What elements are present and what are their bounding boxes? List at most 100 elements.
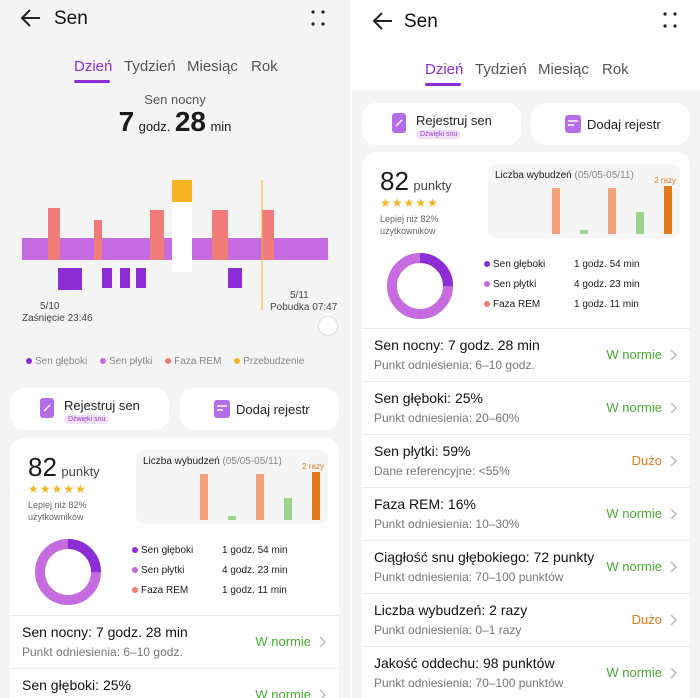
score-unit: punkty [413, 178, 452, 193]
wakeup-bar-current [312, 472, 320, 520]
deep-sleep-block [136, 268, 146, 288]
register-sleep-button[interactable]: Rejestruj sen Dźwięki snu [10, 388, 169, 430]
page-title: Sen [54, 8, 88, 29]
sleep-stage-timeline [22, 180, 328, 310]
sleep-details-card: 82 punkty ★★★★★ Lepiej niż 82% użytkowni… [10, 438, 339, 698]
metric-row-deep-sleep[interactable]: Sen głęboki: 25% Punkt odniesienia: 20–6… [362, 381, 690, 434]
score-stars-icon: ★★★★★ [28, 482, 87, 496]
sleep-sound-icon [40, 398, 54, 418]
register-sleep-button[interactable]: Rejestruj sen Dźwięki snu [362, 103, 521, 145]
breakdown-deep: Sen głęboki 1 godz. 54 min [484, 259, 640, 270]
tab-day[interactable]: Dzień [74, 58, 113, 75]
metric-row-light-sleep[interactable]: Sen płytki: 59% Dane referencyjne: <55% … [362, 434, 690, 487]
tab-year[interactable]: Rok [251, 58, 278, 75]
chevron-right-icon [670, 349, 678, 361]
stage-donut-chart [35, 539, 101, 605]
notepad-icon [214, 400, 230, 418]
score-compare: Lepiej niż 82% użytkowników [28, 500, 87, 522]
screen-divider [350, 0, 352, 698]
metric-row-breathing-quality[interactable]: Jakość oddechu: 98 punktów Punkt odniesi… [362, 646, 690, 698]
summary-hours-unit: godz. [138, 119, 171, 134]
chevron-right-icon [670, 561, 678, 573]
add-record-label: Dodaj rejestr [587, 117, 661, 132]
breakdown-deep: Sen głęboki 1 godz. 54 min [132, 545, 288, 556]
add-record-button[interactable]: Dodaj rejestr [180, 388, 339, 430]
timeline-end-date: 5/11 [290, 290, 309, 301]
sleep-sounds-badge: Dźwięki snu [416, 130, 462, 139]
legend-awake: Przebudzenie [234, 356, 304, 367]
sleep-score: 82 punkty [380, 166, 452, 197]
score-value: 82 [28, 452, 57, 482]
back-arrow-icon[interactable] [20, 7, 42, 29]
wakeup-bar [256, 474, 264, 520]
chevron-right-icon [670, 667, 678, 679]
breakdown-rem: Faza REM 1 godz. 11 min [132, 585, 287, 596]
score-unit: punkty [61, 464, 100, 479]
tab-week[interactable]: Tydzień [124, 58, 176, 75]
tab-month[interactable]: Miesiąc [187, 58, 238, 75]
rem-block [48, 208, 60, 260]
metric-row-rem[interactable]: Faza REM: 16% Punkt odniesienia: 10–30% … [362, 487, 690, 540]
tab-month[interactable]: Miesiąc [538, 61, 589, 78]
app-header-right: Sen Dzień Tydzień Miesiąc Rok [352, 0, 700, 90]
add-record-button[interactable]: Dodaj rejestr [531, 103, 690, 145]
sleep-sound-icon [392, 113, 406, 133]
summary-label: Sen nocny [144, 92, 206, 107]
legend-rem: Faza REM [165, 356, 221, 367]
chevron-right-icon [319, 636, 327, 648]
stage-donut-chart [387, 253, 453, 319]
rem-block [150, 210, 164, 260]
wakeup-bar [608, 188, 616, 234]
wakeups-title: Liczba wybudzeń (05/05-05/11) [143, 456, 282, 467]
summary-minutes: 28 [174, 106, 207, 137]
wakeup-bar [552, 188, 560, 234]
metric-row-deep-continuity[interactable]: Ciągłość snu głębokiego: 72 punkty Punkt… [362, 540, 690, 593]
wakeup-bar [228, 516, 236, 520]
sleep-sounds-badge: Dźwięki snu [64, 415, 110, 424]
summary-minutes-unit: min [210, 119, 232, 134]
add-record-label: Dodaj rejestr [236, 402, 310, 417]
chevron-right-icon [319, 689, 327, 698]
rem-block [94, 220, 102, 260]
more-options-icon[interactable] [660, 10, 680, 30]
wakeups-value: 2 razy [302, 462, 324, 471]
wakeups-value: 2 razy [654, 176, 676, 185]
wakeup-bar [636, 212, 644, 234]
wakeup-bar-current [664, 186, 672, 234]
more-options-icon[interactable] [308, 8, 328, 28]
chevron-right-icon [670, 614, 678, 626]
tab-year[interactable]: Rok [602, 61, 629, 78]
summary-hours: 7 [118, 106, 135, 137]
chevron-right-icon [670, 455, 678, 467]
wakeups-mini-chart: Liczba wybudzeń (05/05-05/11) 2 razy [488, 164, 680, 238]
back-arrow-icon[interactable] [372, 10, 394, 32]
metric-row-deep-sleep[interactable]: Sen głęboki: 25% Punkt odniesienia: 20–6… [10, 668, 339, 698]
breakdown-rem: Faza REM 1 godz. 11 min [484, 299, 639, 310]
breakdown-light: Sen płytki 4 godz. 23 min [484, 279, 640, 290]
deep-sleep-block [102, 268, 112, 288]
wakeups-title: Liczba wybudzeń (05/05-05/11) [495, 170, 634, 181]
metric-row-wakeups[interactable]: Liczba wybudzeń: 2 razy Punkt odniesieni… [362, 593, 690, 646]
tab-day[interactable]: Dzień [425, 61, 464, 78]
score-compare: Lepiej niż 82% użytkowników [380, 214, 439, 236]
legend-deep: Sen głęboki [26, 356, 87, 367]
deep-sleep-block [228, 268, 242, 288]
timeline-scrub-handle[interactable] [318, 316, 338, 336]
deep-sleep-block [58, 268, 82, 290]
active-tab-indicator [74, 80, 110, 83]
wakeups-mini-chart: Liczba wybudzeń (05/05-05/11) 2 razy [136, 450, 328, 524]
metric-row-night-sleep[interactable]: Sen nocny: 7 godz. 28 min Punkt odniesie… [362, 328, 690, 381]
timeline-start-label: Zaśnięcie 23:46 [22, 313, 93, 324]
legend-light: Sen płytki [100, 356, 152, 367]
register-sleep-label: Rejestruj sen [64, 398, 140, 413]
tab-week[interactable]: Tydzień [475, 61, 527, 78]
score-stars-icon: ★★★★★ [380, 196, 439, 210]
awake-gap [172, 202, 192, 272]
chevron-right-icon [670, 402, 678, 414]
period-tabs: Dzień Tydzień Miesiąc Rok [352, 61, 700, 87]
app-header: Sen [0, 0, 350, 40]
rem-block [262, 210, 274, 260]
sleep-score: 82 punkty [28, 452, 100, 483]
wakeup-bar [580, 230, 588, 234]
metric-row-night-sleep[interactable]: Sen nocny: 7 godz. 28 min Punkt odniesie… [10, 615, 339, 668]
